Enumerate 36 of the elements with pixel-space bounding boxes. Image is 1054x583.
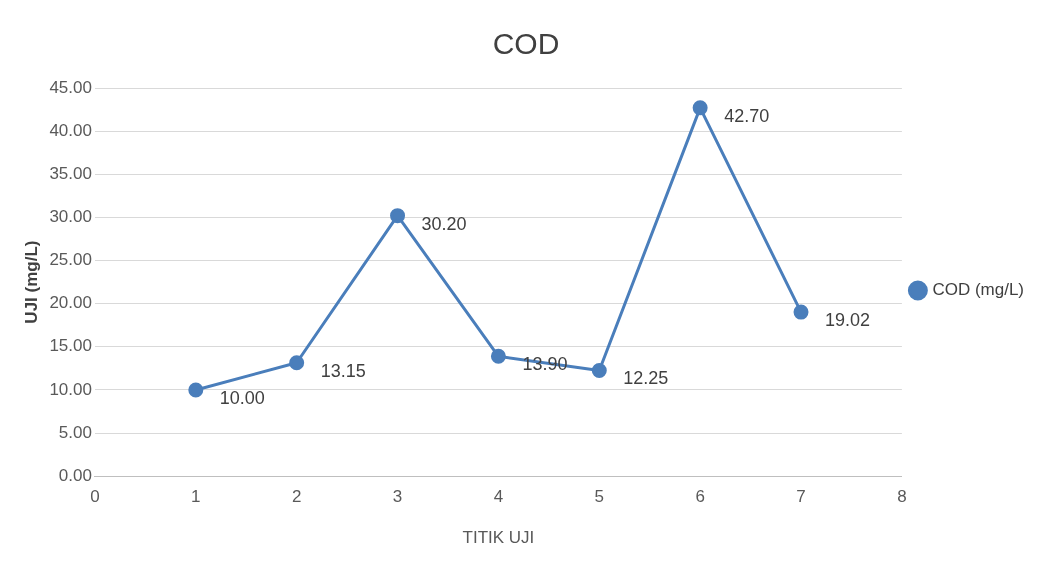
point (188, 382, 204, 398)
x-tick-label: 2 (291, 487, 302, 507)
y-tick-label: 20.00 (49, 293, 92, 313)
x-tick-label: 6 (695, 487, 705, 507)
y-axis-title: UJI (mg/L) (21, 240, 41, 324)
point (289, 355, 305, 371)
legend-label: COD (mg/L) (932, 280, 1025, 300)
x-tick-label: 0 (90, 487, 100, 507)
data-label: 42.70 (724, 105, 770, 126)
data-label: 12.25 (623, 368, 669, 389)
y-tick-label: 30.00 (49, 207, 92, 227)
x-tick-label: 5 (594, 487, 605, 507)
point (490, 348, 506, 364)
chart-title: COD (492, 27, 560, 61)
x-tick-label: 1 (191, 487, 201, 507)
x-tick-label: 4 (493, 487, 504, 507)
y-tick-label: 5.00 (58, 422, 92, 442)
y-tick-label: 15.00 (49, 336, 92, 356)
point (692, 100, 708, 116)
point (591, 363, 607, 379)
data-label: 19.02 (825, 310, 871, 331)
data-label: 10.00 (219, 387, 265, 408)
data-label: 13.15 (320, 360, 366, 381)
y-tick-label: 25.00 (49, 250, 92, 270)
y-tick-label: 35.00 (49, 163, 92, 183)
y-tick-label: 10.00 (49, 379, 92, 399)
x-axis-title: TITIK UJI (462, 528, 535, 548)
y-tick-label: 0.00 (58, 465, 92, 485)
point (793, 304, 809, 320)
x-tick-label: 8 (897, 487, 907, 507)
x-tick-label: 7 (796, 487, 806, 507)
y-tick-label: 45.00 (49, 77, 92, 97)
x-tick-label: 3 (392, 487, 403, 507)
point (390, 208, 406, 224)
data-label: 30.20 (421, 213, 467, 234)
y-tick-label: 40.00 (49, 120, 92, 140)
